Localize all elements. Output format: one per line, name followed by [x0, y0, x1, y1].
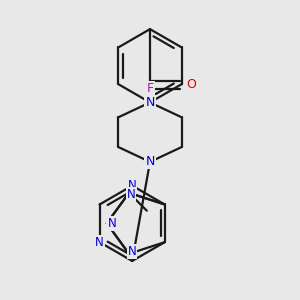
Text: N: N: [127, 188, 135, 201]
Text: N: N: [107, 217, 116, 230]
Text: N: N: [145, 155, 155, 168]
Text: F: F: [146, 82, 154, 95]
Text: N: N: [128, 245, 136, 258]
Text: N: N: [145, 96, 155, 109]
Text: N: N: [128, 179, 136, 192]
Text: N: N: [95, 236, 104, 249]
Text: O: O: [187, 78, 196, 91]
